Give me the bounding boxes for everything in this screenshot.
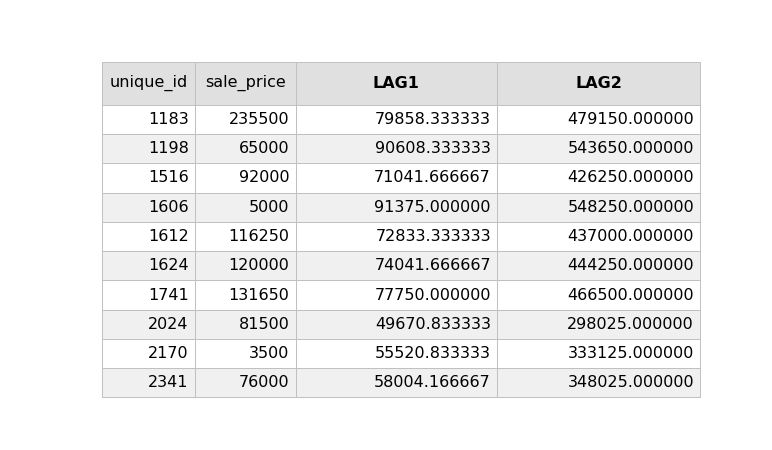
Text: 333125.000000: 333125.000000 <box>567 346 694 361</box>
Text: 548250.000000: 548250.000000 <box>567 200 694 215</box>
Text: 79858.333333: 79858.333333 <box>375 112 491 127</box>
Text: 1624: 1624 <box>148 258 188 273</box>
Text: LAG2: LAG2 <box>575 76 622 91</box>
Text: 58004.166667: 58004.166667 <box>374 375 491 390</box>
Text: 298025.000000: 298025.000000 <box>567 317 694 332</box>
Text: 1516: 1516 <box>148 171 188 185</box>
Bar <box>102 222 195 251</box>
Text: 2024: 2024 <box>148 317 188 332</box>
Text: 1198: 1198 <box>148 141 188 156</box>
Bar <box>195 368 296 397</box>
Text: 1741: 1741 <box>148 288 188 302</box>
Text: 92000: 92000 <box>239 171 290 185</box>
Bar <box>102 368 195 397</box>
Text: 2341: 2341 <box>148 375 188 390</box>
Bar <box>102 193 195 222</box>
Text: 120000: 120000 <box>229 258 290 273</box>
Text: 49670.833333: 49670.833333 <box>375 317 491 332</box>
Text: 77750.000000: 77750.000000 <box>374 288 491 302</box>
Text: 72833.333333: 72833.333333 <box>375 229 491 244</box>
Bar <box>195 193 296 222</box>
Bar <box>296 222 497 251</box>
Text: 81500: 81500 <box>239 317 290 332</box>
Bar <box>497 134 700 163</box>
Text: 74041.666667: 74041.666667 <box>374 258 491 273</box>
Bar <box>102 339 195 368</box>
Bar <box>497 368 700 397</box>
Bar <box>296 368 497 397</box>
Bar <box>102 310 195 339</box>
Bar <box>296 193 497 222</box>
Bar <box>102 105 195 134</box>
Text: sale_price: sale_price <box>205 75 286 91</box>
Bar <box>195 339 296 368</box>
Text: 1606: 1606 <box>148 200 188 215</box>
Bar <box>102 280 195 310</box>
Text: 5000: 5000 <box>249 200 290 215</box>
Bar <box>102 163 195 193</box>
Text: 2170: 2170 <box>148 346 188 361</box>
Text: 71041.666667: 71041.666667 <box>374 171 491 185</box>
Text: 116250: 116250 <box>229 229 290 244</box>
Bar <box>195 105 296 134</box>
Bar <box>497 280 700 310</box>
Text: unique_id: unique_id <box>110 75 188 91</box>
Bar <box>497 339 700 368</box>
Bar <box>497 193 700 222</box>
Bar <box>195 62 296 105</box>
Bar <box>102 251 195 280</box>
Bar <box>195 134 296 163</box>
Text: 437000.000000: 437000.000000 <box>567 229 694 244</box>
Text: 444250.000000: 444250.000000 <box>567 258 694 273</box>
Bar <box>195 163 296 193</box>
Text: 131650: 131650 <box>229 288 290 302</box>
Text: LAG1: LAG1 <box>373 76 420 91</box>
Text: 426250.000000: 426250.000000 <box>567 171 694 185</box>
Bar <box>296 105 497 134</box>
Text: 55520.833333: 55520.833333 <box>375 346 491 361</box>
Bar <box>296 251 497 280</box>
Bar <box>497 105 700 134</box>
Bar <box>497 310 700 339</box>
Bar <box>102 62 195 105</box>
Bar <box>195 222 296 251</box>
Text: 543650.000000: 543650.000000 <box>567 141 694 156</box>
Bar <box>497 163 700 193</box>
Text: 466500.000000: 466500.000000 <box>567 288 694 302</box>
Text: 1183: 1183 <box>148 112 188 127</box>
Bar <box>497 251 700 280</box>
Text: 91375.000000: 91375.000000 <box>374 200 491 215</box>
Bar <box>497 62 700 105</box>
Bar <box>102 134 195 163</box>
Bar <box>195 280 296 310</box>
Bar <box>296 310 497 339</box>
Bar <box>296 339 497 368</box>
Text: 3500: 3500 <box>249 346 290 361</box>
Text: 90608.333333: 90608.333333 <box>375 141 491 156</box>
Bar <box>296 280 497 310</box>
Bar <box>497 222 700 251</box>
Bar <box>195 310 296 339</box>
Text: 65000: 65000 <box>239 141 290 156</box>
Text: 348025.000000: 348025.000000 <box>567 375 694 390</box>
Text: 235500: 235500 <box>229 112 290 127</box>
Bar <box>296 163 497 193</box>
Bar <box>195 251 296 280</box>
Text: 1612: 1612 <box>148 229 188 244</box>
Text: 479150.000000: 479150.000000 <box>567 112 694 127</box>
Bar <box>296 134 497 163</box>
Text: 76000: 76000 <box>239 375 290 390</box>
Bar <box>296 62 497 105</box>
